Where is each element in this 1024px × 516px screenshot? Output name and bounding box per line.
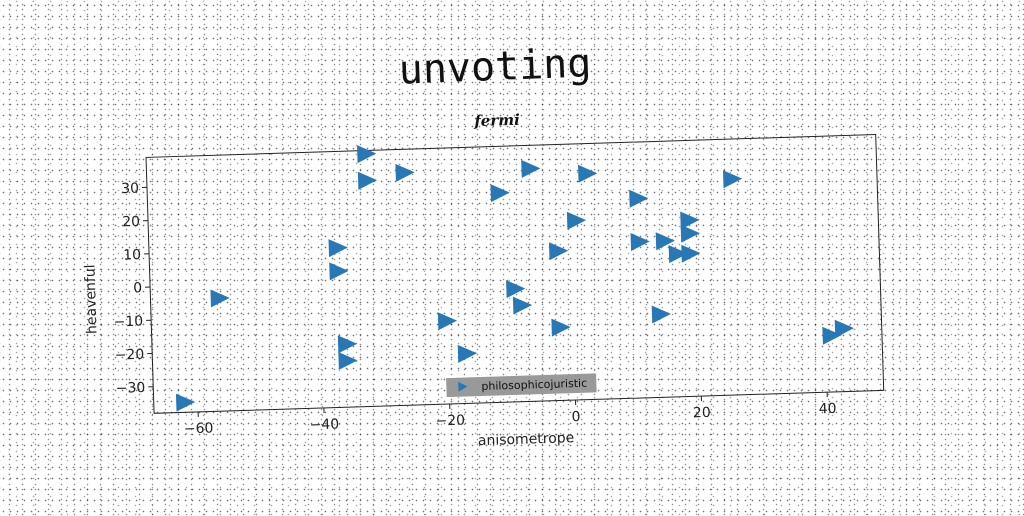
y-tick-label: 0 bbox=[133, 280, 142, 296]
data-point bbox=[458, 344, 478, 363]
data-point bbox=[210, 289, 230, 308]
data-point bbox=[338, 335, 358, 354]
chart-title: unvoting bbox=[398, 40, 592, 93]
chart-subtitle: fermi bbox=[473, 111, 520, 130]
data-point bbox=[358, 171, 378, 190]
x-tick-label: −20 bbox=[435, 413, 465, 430]
data-point bbox=[567, 211, 587, 230]
x-axis: −60 −40 −20 0 20 40 bbox=[183, 392, 836, 437]
data-point bbox=[578, 164, 598, 183]
y-tick-label: −20 bbox=[114, 347, 144, 364]
y-tick-label: −30 bbox=[115, 380, 145, 397]
y-tick-label: 10 bbox=[123, 247, 141, 264]
y-tick-label: 20 bbox=[122, 214, 140, 231]
data-point bbox=[506, 280, 526, 299]
plot-frame bbox=[146, 135, 884, 414]
x-tick-label: −60 bbox=[184, 420, 214, 437]
y-tick-label: −10 bbox=[113, 314, 143, 331]
data-point bbox=[551, 318, 571, 337]
y-axis-label: heavenful bbox=[82, 264, 100, 334]
data-point bbox=[490, 184, 510, 203]
data-point bbox=[629, 189, 649, 208]
x-axis-label: anisometrope bbox=[478, 430, 575, 449]
x-tick-label: −40 bbox=[309, 417, 339, 434]
data-point bbox=[549, 242, 569, 261]
legend: philosophicojuristic bbox=[446, 373, 597, 397]
data-point bbox=[723, 170, 743, 189]
data-point bbox=[681, 224, 701, 243]
data-point bbox=[521, 159, 541, 178]
y-tick-label: 30 bbox=[121, 181, 139, 198]
plot-area: fermi −60 −40 −20 0 20 40 −30 −20 −10 0 10 20 30 an… bbox=[78, 100, 885, 462]
data-point bbox=[513, 296, 533, 315]
data-point bbox=[395, 163, 415, 182]
data-point bbox=[357, 145, 377, 164]
data-point bbox=[176, 393, 196, 412]
data-point bbox=[438, 312, 458, 331]
data-points bbox=[168, 130, 856, 412]
data-point bbox=[328, 239, 348, 258]
x-tick-label: 0 bbox=[571, 409, 580, 425]
data-point bbox=[338, 351, 358, 370]
data-point bbox=[652, 305, 672, 324]
y-axis: −30 −20 −10 0 10 20 30 bbox=[109, 180, 153, 397]
data-point bbox=[329, 262, 349, 281]
data-point bbox=[631, 232, 651, 251]
data-point bbox=[681, 244, 701, 263]
x-tick-label: 20 bbox=[693, 405, 711, 422]
x-tick-label: 40 bbox=[818, 401, 836, 418]
